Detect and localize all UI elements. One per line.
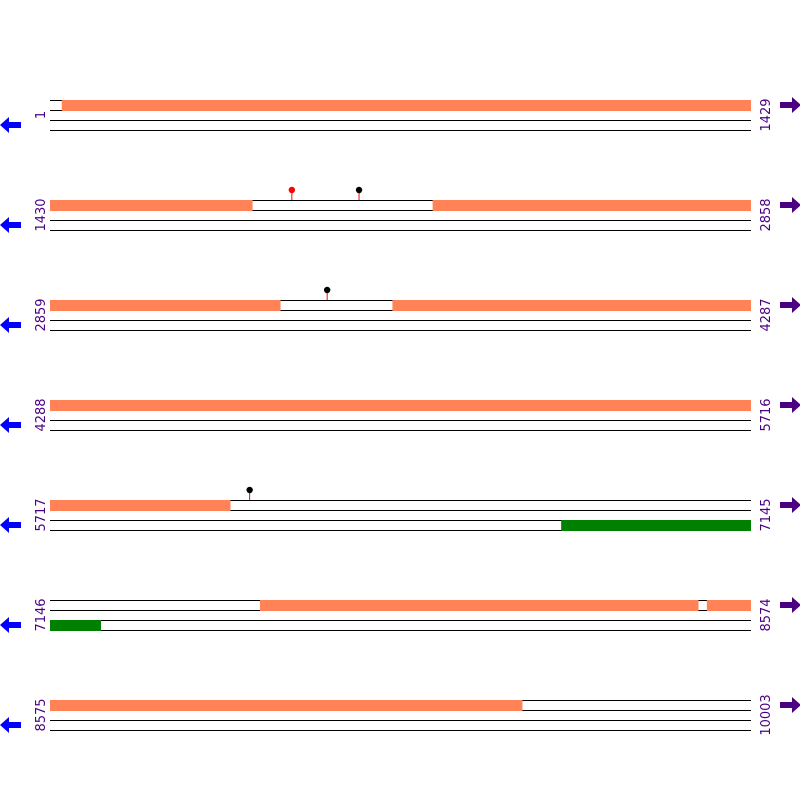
left-arrow-icon <box>0 717 21 733</box>
left-arrow-icon <box>0 417 21 433</box>
site-marker-black <box>355 186 363 194</box>
start-position-label: 1 <box>34 111 49 119</box>
left-arrow-icon <box>0 317 21 333</box>
end-position-label: 5716 <box>759 398 774 431</box>
right-arrow-icon <box>780 697 800 713</box>
start-position-label: 5717 <box>34 498 49 531</box>
right-arrow-icon <box>780 397 800 413</box>
start-position-label: 2859 <box>34 298 49 331</box>
orf-block <box>50 620 102 631</box>
feature-block <box>50 700 523 711</box>
row-5: 5717 7145 <box>0 486 800 533</box>
right-arrow-icon <box>780 97 800 113</box>
end-position-label: 2858 <box>759 198 774 231</box>
feature-block <box>392 300 751 311</box>
end-position-label: 4287 <box>759 298 774 331</box>
site-marker-black <box>323 286 331 294</box>
feature-block <box>50 400 751 411</box>
left-arrow-icon <box>0 617 21 633</box>
feature-block <box>432 200 751 211</box>
row-6: 7146 8574 <box>0 597 800 633</box>
right-arrow-icon <box>780 297 800 313</box>
feature-block <box>50 200 253 211</box>
start-position-label: 1430 <box>34 198 49 231</box>
row-3: 2859 4287 <box>0 286 800 333</box>
row-2: 1430 2858 <box>0 186 800 233</box>
left-arrow-icon <box>0 117 21 133</box>
left-arrow-icon <box>0 517 21 533</box>
feature-block <box>706 600 751 611</box>
feature-block <box>61 100 752 111</box>
end-position-label: 8574 <box>759 598 774 631</box>
feature-block <box>50 500 231 511</box>
row-4: 4288 5716 <box>0 397 800 433</box>
start-position-label: 8575 <box>34 698 49 731</box>
start-position-label: 4288 <box>34 398 49 431</box>
site-marker-black <box>246 486 253 494</box>
left-arrow-icon <box>0 217 21 233</box>
end-position-label: 7145 <box>759 498 774 531</box>
start-position-label: 7146 <box>34 598 49 631</box>
right-arrow-icon <box>780 197 800 213</box>
end-position-label: 1429 <box>759 98 774 131</box>
feature-block <box>50 300 281 311</box>
row-7: 8575 10003 <box>0 694 800 736</box>
right-arrow-icon <box>780 497 800 513</box>
end-position-label: 10003 <box>759 694 774 735</box>
orf-block <box>561 520 751 531</box>
feature-block <box>259 600 699 611</box>
row-1: 1 1429 <box>0 97 800 133</box>
site-marker-red <box>288 186 296 194</box>
right-arrow-icon <box>780 597 800 613</box>
